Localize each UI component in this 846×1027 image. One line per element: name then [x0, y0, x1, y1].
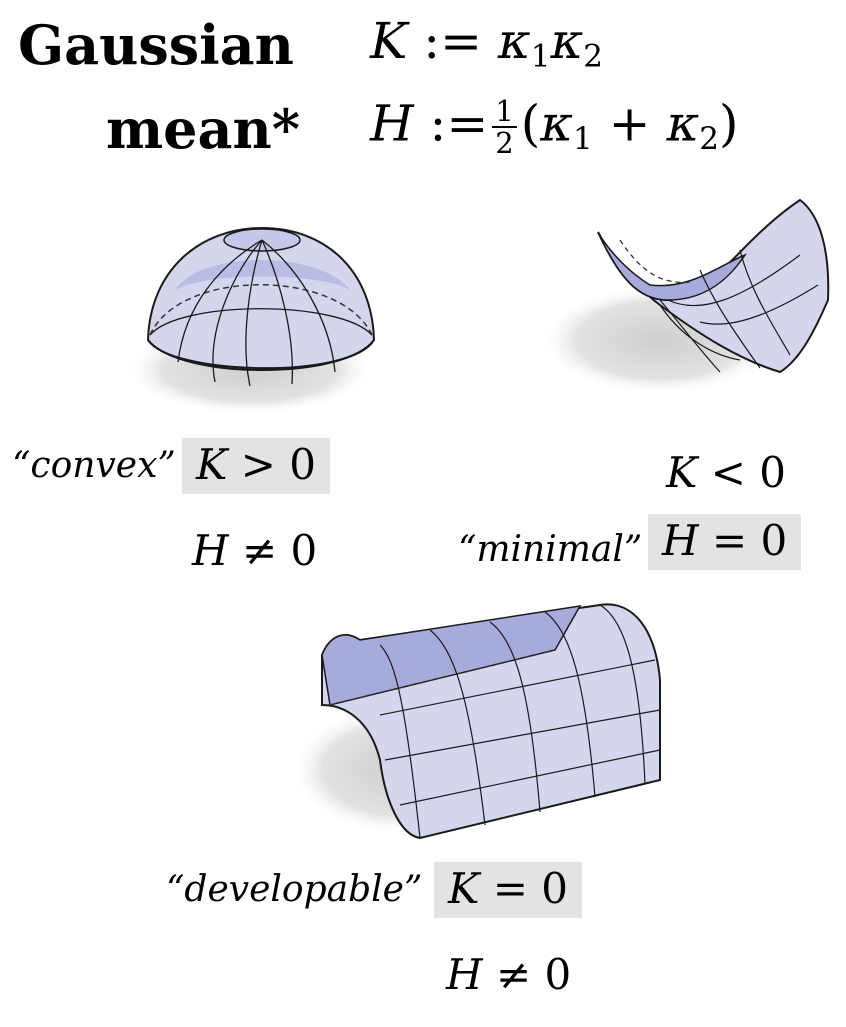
- gaussian-kappa1-sub: 1: [530, 38, 551, 75]
- developable-k-rel: = 0: [492, 864, 569, 913]
- minimal-h-relation: H = 0: [648, 514, 802, 570]
- gaussian-kappa2-sub: 2: [583, 38, 603, 75]
- convex-h-relation: H ≠ 0: [192, 530, 317, 572]
- developable-k-var: K: [448, 864, 480, 913]
- developable-h-relation: H ≠ 0: [446, 954, 571, 996]
- convex-k-rel: > 0: [240, 440, 317, 489]
- convex-h-rel: ≠ 0: [242, 526, 318, 575]
- convex-k-var: K: [196, 440, 228, 489]
- mean-kappa2-sub: 2: [699, 121, 720, 158]
- minimal-h-var: H: [662, 516, 699, 565]
- mean-formula: H := 1 2 (κ1 + κ2): [370, 96, 739, 159]
- mean-kappa2: κ: [666, 94, 700, 153]
- developable-h-rel: ≠ 0: [496, 950, 572, 999]
- convex-name: “convex”: [12, 445, 176, 486]
- minimal-k-relation: K < 0: [666, 452, 786, 494]
- gaussian-label: Gaussian: [18, 13, 294, 77]
- developable-name: “developable”: [166, 869, 423, 910]
- gaussian-kappa1: κ: [497, 12, 531, 70]
- saddle-surface-icon: [540, 198, 830, 395]
- gaussian-kappa2: κ: [550, 12, 584, 70]
- developable-k-relation: K = 0: [434, 862, 583, 918]
- mean-symbol: H: [370, 94, 414, 153]
- fraction-denominator: 2: [495, 126, 514, 161]
- convex-h-var: H: [192, 526, 229, 575]
- fraction-numerator: 1: [492, 96, 517, 129]
- minimal-k-var: K: [666, 448, 698, 497]
- developable-h-var: H: [446, 950, 483, 999]
- gaussian-symbol: K: [370, 12, 408, 70]
- open-paren: (: [520, 94, 541, 153]
- minimal-h-rel: = 0: [712, 516, 788, 565]
- mean-kappa1: κ: [540, 94, 574, 153]
- mean-assign: :=: [429, 94, 489, 153]
- mean-label: mean*: [106, 97, 300, 161]
- half-cylinder-icon: [290, 603, 661, 840]
- gaussian-assign: :=: [423, 12, 483, 70]
- minimal-name: “minimal”: [458, 529, 643, 570]
- convex-k-relation: K > 0: [182, 438, 331, 494]
- mean-kappa1-sub: 1: [573, 121, 593, 158]
- plus-sign: +: [608, 94, 651, 153]
- minimal-k-rel: < 0: [710, 448, 787, 497]
- gaussian-formula: K := κ1κ2: [370, 16, 603, 73]
- close-paren: ): [719, 94, 739, 153]
- sphere-cap-icon: [125, 226, 376, 415]
